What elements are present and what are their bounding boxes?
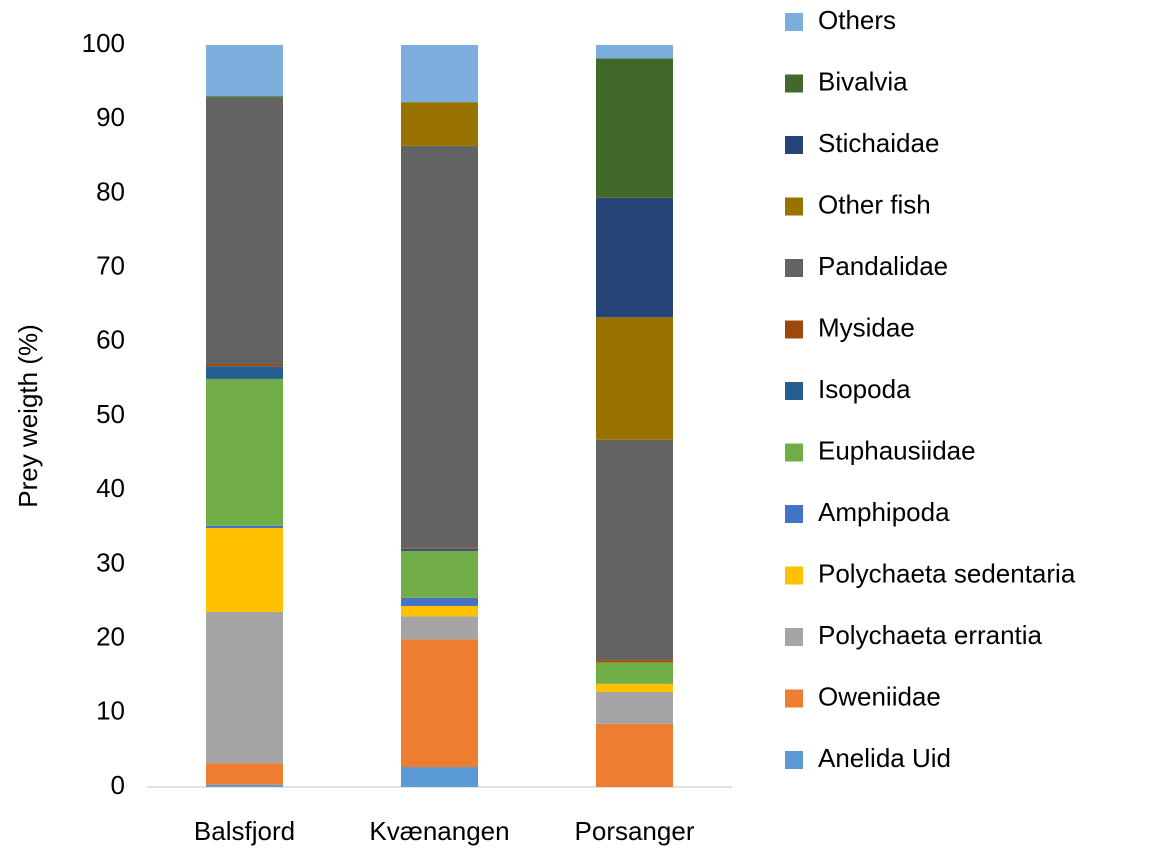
legend-label: Other fish <box>818 189 931 219</box>
legend-label: Stichaidae <box>818 128 939 158</box>
legend-label: Isopoda <box>818 374 911 404</box>
legend-swatch <box>785 136 803 154</box>
y-tick-label: 70 <box>96 250 125 280</box>
y-tick-label: 80 <box>96 176 125 206</box>
bar-segment <box>401 639 478 767</box>
y-axis-title: Prey weigth (%) <box>13 324 43 508</box>
y-tick-label: 40 <box>96 473 125 503</box>
bar-segment <box>401 45 478 103</box>
legend-label: Euphausiidae <box>818 435 976 465</box>
legend-swatch <box>785 751 803 769</box>
legend-swatch <box>785 74 803 93</box>
bar-segment <box>401 145 478 548</box>
legend-label: Anelida Uid <box>818 743 951 773</box>
x-tick-label: Balsfjord <box>194 816 295 846</box>
bar-segment <box>401 548 478 552</box>
legend-swatch <box>785 689 803 708</box>
x-tick-label: Porsanger <box>575 816 695 846</box>
bar-segment <box>206 364 283 367</box>
bar-segment <box>401 547 478 549</box>
legend-swatch <box>785 382 803 400</box>
legend-label: Polychaeta errantia <box>818 620 1043 650</box>
bar-segment <box>596 662 673 684</box>
y-tick-label: 60 <box>96 325 125 355</box>
bar-segment <box>206 784 283 787</box>
bar-segment <box>401 766 478 787</box>
y-tick-label: 90 <box>96 102 125 132</box>
y-tick-label: 0 <box>111 770 125 800</box>
bar-segment <box>401 605 478 617</box>
legend-swatch <box>785 259 803 277</box>
bar-segment <box>596 197 673 318</box>
bar-segment <box>206 96 283 98</box>
bar-segment <box>596 317 673 440</box>
bar-segment <box>596 692 673 724</box>
bar-segment <box>596 45 673 59</box>
legend-swatch <box>785 320 803 339</box>
legend-swatch <box>785 505 803 523</box>
bar-segment <box>206 525 283 529</box>
bar-segment <box>596 439 673 661</box>
legend-swatch <box>785 443 803 462</box>
bar-segment <box>206 97 283 365</box>
y-tick-label: 20 <box>96 621 125 651</box>
legend-swatch <box>785 566 803 585</box>
bar-segment <box>596 58 673 198</box>
legend-label: Others <box>818 5 896 35</box>
legend-label: Mysidae <box>818 312 915 342</box>
bar-segment <box>401 616 478 640</box>
legend-label: Oweniidae <box>818 681 941 711</box>
bar-segment <box>596 660 673 663</box>
legend-label: Pandalidae <box>818 251 948 281</box>
bar-segment <box>596 723 673 787</box>
y-tick-label: 50 <box>96 399 125 429</box>
bar-segment <box>206 378 283 526</box>
legend-label: Polychaeta sedentaria <box>818 558 1076 588</box>
legend-swatch <box>785 197 803 216</box>
bar-segment <box>206 611 283 764</box>
legend-label: Bivalvia <box>818 66 908 96</box>
bar-segment <box>596 683 673 693</box>
x-tick-label: Kvænangen <box>369 816 509 846</box>
bar-segment <box>206 528 283 612</box>
bar-segment <box>401 102 478 146</box>
y-tick-label: 30 <box>96 547 125 577</box>
legend-swatch <box>785 13 803 31</box>
y-tick-label: 100 <box>82 28 125 58</box>
bar-segment <box>401 597 478 606</box>
legend-swatch <box>785 628 803 646</box>
y-tick-label: 10 <box>96 696 125 726</box>
bar-segment <box>206 366 283 379</box>
bar-segment <box>206 763 283 785</box>
bar-segment <box>206 45 283 97</box>
legend-label: Amphipoda <box>818 497 950 527</box>
bar-segment <box>401 551 478 598</box>
